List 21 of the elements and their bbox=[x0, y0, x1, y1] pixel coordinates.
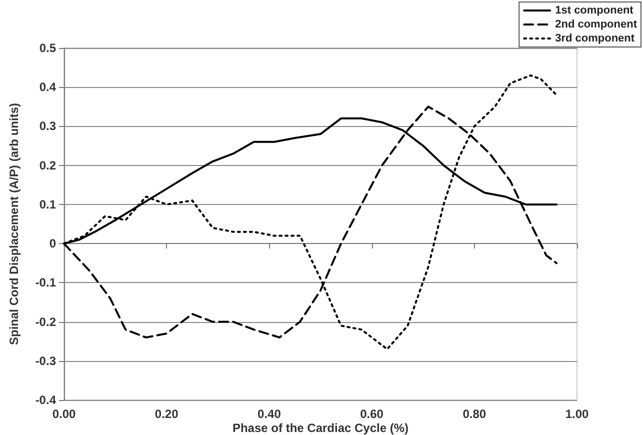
y-tick-label: 0.1 bbox=[39, 197, 56, 212]
y-tick-label: -0.2 bbox=[35, 314, 56, 329]
legend-label: 2nd component bbox=[555, 18, 638, 30]
y-tick-label: -0.3 bbox=[35, 354, 56, 368]
x-tick-label: 0.00 bbox=[52, 407, 76, 421]
legend-label: 1st component bbox=[555, 4, 634, 16]
y-tick-label: -0.4 bbox=[35, 393, 56, 407]
x-tick-label: 0.60 bbox=[360, 407, 384, 421]
y-tick-label: 0 bbox=[49, 236, 56, 251]
y-tick-label: 0.4 bbox=[39, 80, 56, 94]
y-tick-label: -0.1 bbox=[35, 276, 56, 290]
y-tick-label: 0.5 bbox=[39, 41, 56, 55]
x-tick-label: 1.00 bbox=[565, 407, 589, 421]
x-tick-label: 0.20 bbox=[154, 407, 179, 421]
y-tick-label: 0.2 bbox=[39, 158, 56, 172]
x-tick-label: 0.80 bbox=[462, 407, 486, 421]
y-axis-title: Spinal Cord Displacement (A/P) (arb units) bbox=[7, 102, 21, 346]
x-axis-title: Phase of the Cardiac Cycle (%) bbox=[232, 421, 409, 435]
legend-label: 3rd component bbox=[555, 32, 635, 44]
x-tick-label: 0.40 bbox=[258, 407, 282, 421]
y-tick-label: 0.3 bbox=[39, 119, 56, 134]
